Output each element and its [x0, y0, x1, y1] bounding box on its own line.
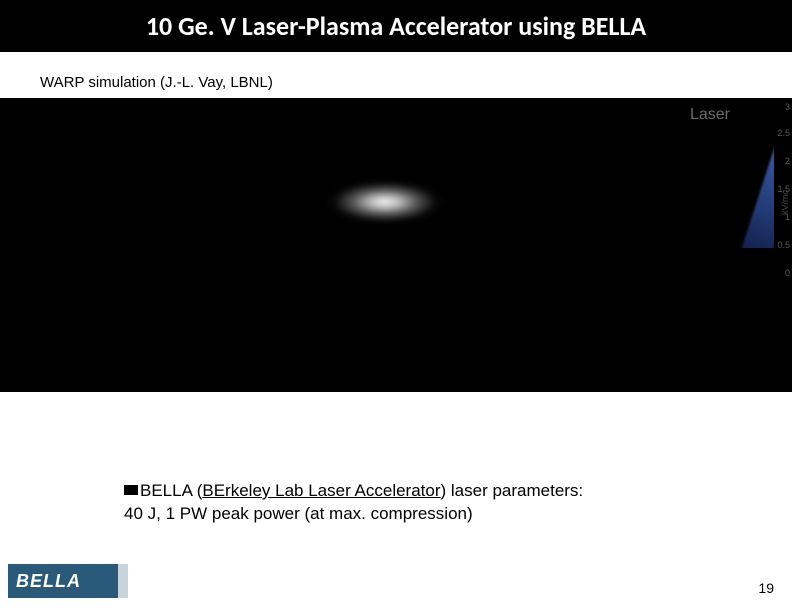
colorbar-tick: 3: [785, 102, 790, 112]
simulation-caption: WARP simulation (J.-L. Vay, LBNL): [40, 74, 273, 91]
slide-title: 10 Ge. V Laser-Plasma Accelerator using …: [146, 10, 646, 42]
page-number: 19: [758, 580, 774, 596]
colorbar-tick: 2: [785, 156, 790, 166]
bottom-line1-prefix: BELLA (: [140, 481, 202, 500]
colorbar-tick: 2.5: [777, 128, 790, 138]
logo-text: BELLA: [16, 571, 81, 592]
plasma-blob: [320, 172, 450, 232]
bottom-line1-suffix: ) laser parameters:: [441, 481, 584, 500]
bottom-line2: 40 J, 1 PW peak power (at max. compressi…: [124, 504, 473, 523]
colorbar-label: kV/mc: [780, 190, 790, 215]
bullet-icon: [124, 485, 138, 495]
simulation-area: Laser 3 2.5 2 1.5 1 0.5 0 kV/mc: [0, 98, 792, 392]
colorbar: 3 2.5 2 1.5 1 0.5 0 kV/mc: [762, 98, 792, 298]
title-bar: 10 Ge. V Laser-Plasma Accelerator using …: [0, 0, 792, 52]
bella-logo: BELLA: [8, 564, 128, 598]
bottom-line1-underlined: BErkeley Lab Laser Accelerator: [202, 481, 440, 500]
laser-label: Laser: [690, 106, 730, 124]
colorbar-tick: 0.5: [777, 240, 790, 250]
slide: 10 Ge. V Laser-Plasma Accelerator using …: [0, 0, 792, 612]
colorbar-tick: 0: [785, 268, 790, 278]
bottom-text: BELLA (BErkeley Lab Laser Accelerator) l…: [124, 480, 684, 526]
